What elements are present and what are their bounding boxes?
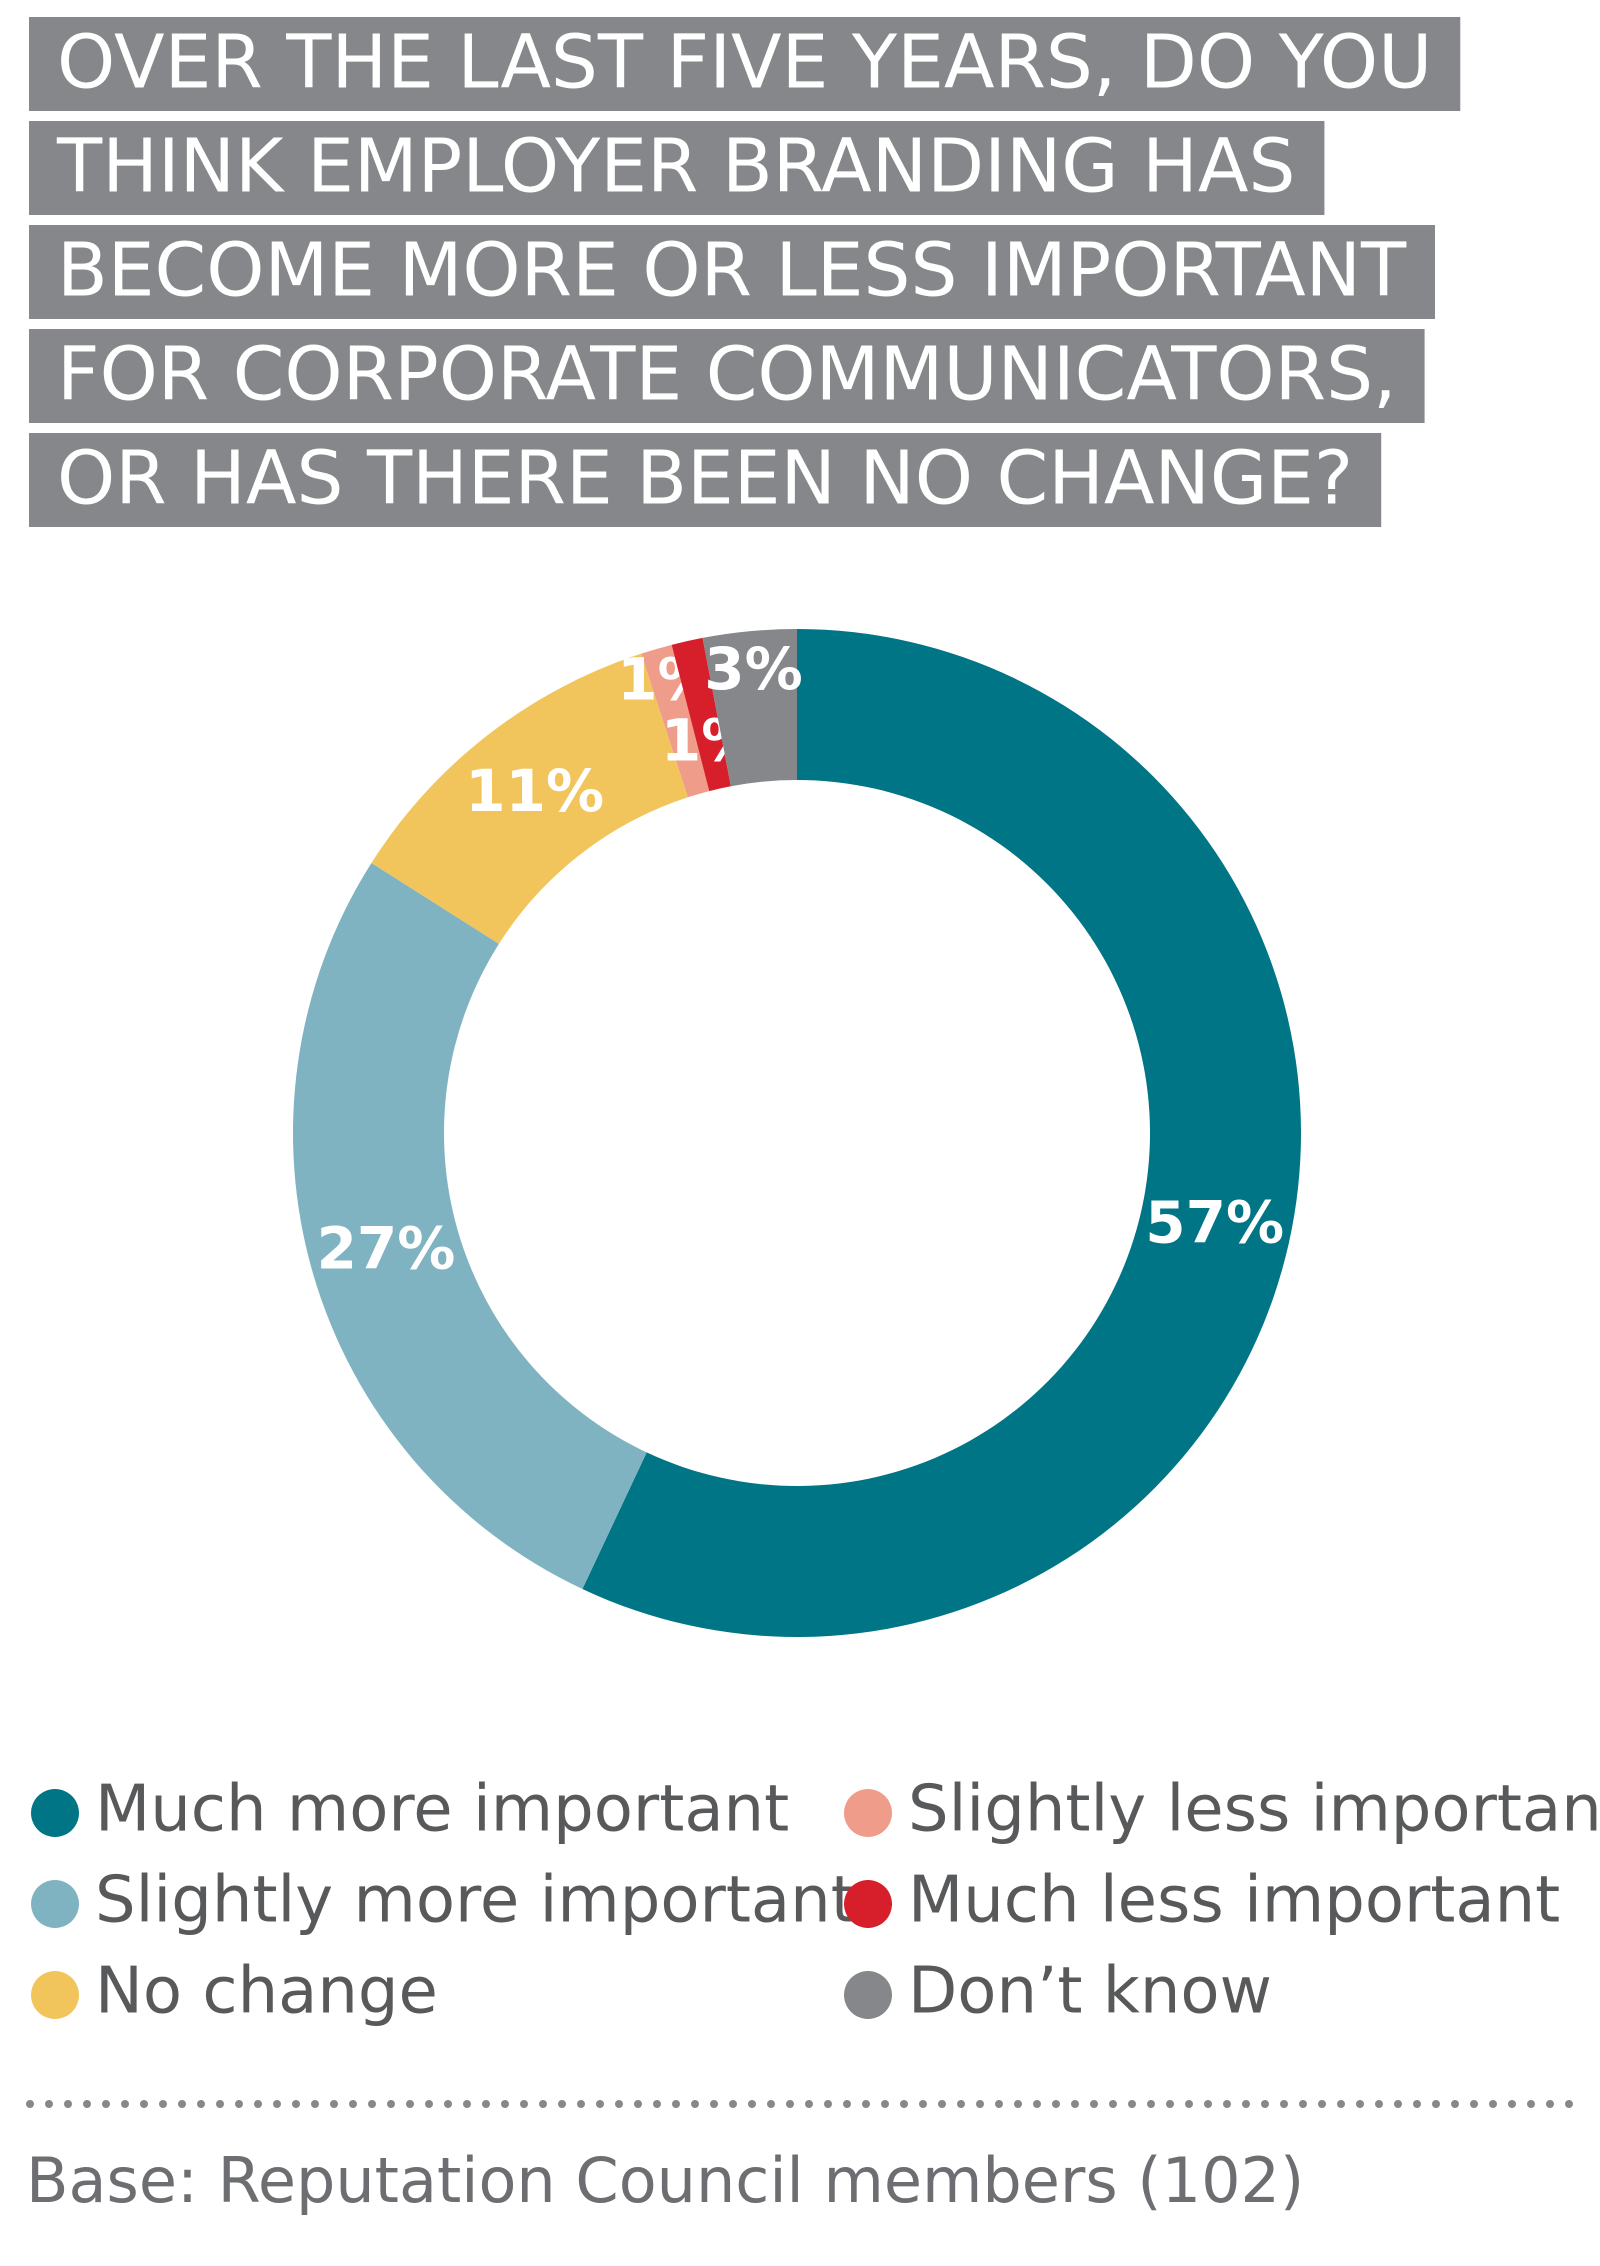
legend-label: No change xyxy=(95,1955,438,2029)
title-line: BECOME MORE OR LESS IMPORTANT xyxy=(57,228,1407,314)
donut-slice xyxy=(702,629,797,787)
title-box xyxy=(29,329,1425,423)
data-label: 11% xyxy=(465,757,604,825)
donut-slice xyxy=(582,629,1301,1638)
donut-slice xyxy=(671,637,731,792)
legend-label: Slightly more important xyxy=(95,1864,856,1938)
donut-slice xyxy=(371,653,688,944)
title-line: FOR CORPORATE COMMUNICATORS, xyxy=(57,332,1397,418)
title-line: OR HAS THERE BEEN NO CHANGE? xyxy=(57,436,1353,522)
legend-label: Slightly less important xyxy=(908,1773,1600,1847)
data-label: 57% xyxy=(1145,1188,1284,1256)
legend-label: Don’t know xyxy=(908,1955,1272,2029)
legend-swatch xyxy=(31,1971,79,2019)
footnote: Base: Reputation Council members (102) xyxy=(26,2144,1304,2217)
data-label: 3% xyxy=(704,635,802,703)
donut-slice xyxy=(293,862,647,1590)
legend-swatch xyxy=(31,1789,79,1837)
title-box xyxy=(29,433,1382,527)
legend-label: Much less important xyxy=(908,1864,1560,1938)
title-line: THINK EMPLOYER BRANDING HAS xyxy=(56,124,1295,210)
title-line: OVER THE LAST FIVE YEARS, DO YOU xyxy=(57,20,1432,106)
legend-label: Much more important xyxy=(95,1773,789,1847)
legend-swatch xyxy=(844,1880,892,1928)
title-box xyxy=(29,225,1435,319)
donut-slice xyxy=(641,644,710,798)
data-label: 27% xyxy=(317,1215,456,1283)
title-box xyxy=(29,121,1325,215)
legend-swatch xyxy=(31,1880,79,1928)
title-box xyxy=(29,17,1461,111)
legend-swatch xyxy=(844,1789,892,1837)
legend-swatch xyxy=(844,1971,892,2019)
